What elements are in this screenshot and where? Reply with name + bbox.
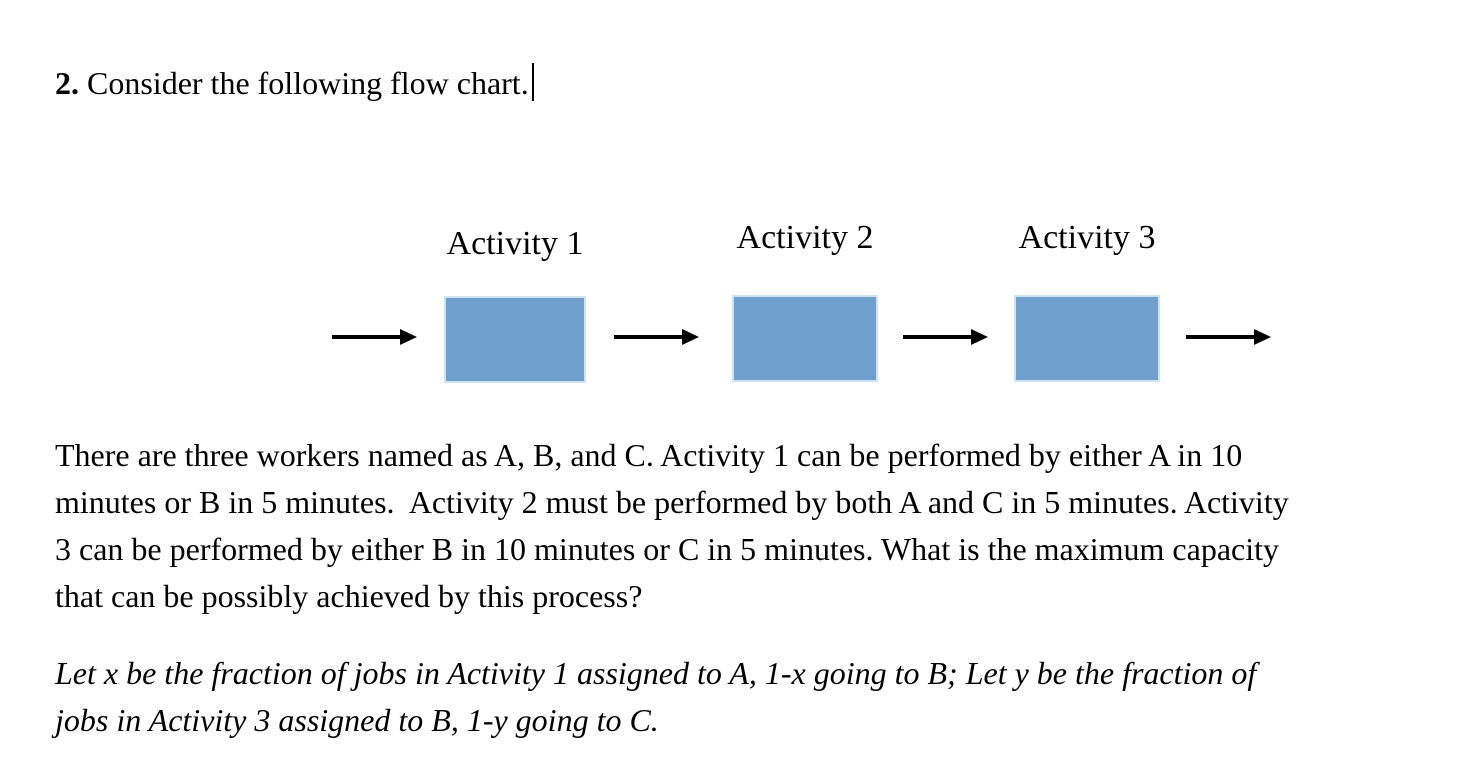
question-heading: 2. Consider the following flow chart. (55, 60, 534, 107)
paragraph-line: There are three workers named as A, B, a… (55, 437, 1243, 473)
activity-1-box (444, 296, 586, 383)
paragraph-line: jobs in Activity 3 assigned to B, 1-y go… (55, 702, 659, 738)
paragraph-line: that can be possibly achieved by this pr… (55, 578, 643, 614)
paragraph-line: Let x be the fraction of jobs in Activit… (55, 655, 1257, 691)
flow-arrow-icon (1186, 324, 1271, 350)
paragraph-line: minutes or B in 5 minutes. Activity 2 mu… (55, 484, 1289, 520)
arrow-shaft (903, 335, 971, 339)
text-cursor-caret (531, 63, 534, 101)
flow-arrow-icon (332, 324, 417, 350)
hint-paragraph: Let x be the fraction of jobs in Activit… (55, 650, 1256, 744)
activity-3-box (1014, 295, 1160, 382)
activity-2-box (732, 295, 878, 382)
paragraph-line: 3 can be performed by either B in 10 min… (55, 531, 1280, 567)
arrow-head (1254, 329, 1271, 345)
question-number: 2. (55, 65, 79, 101)
arrow-head (971, 329, 988, 345)
arrow-shaft (332, 335, 400, 339)
activity-1-label: Activity 1 (446, 225, 584, 262)
arrow-head (682, 329, 699, 345)
arrow-shaft (614, 335, 682, 339)
flow-arrow-icon (903, 324, 988, 350)
question-paragraph: There are three workers named as A, B, a… (55, 432, 1289, 620)
question-heading-text: Consider the following flow chart. (79, 65, 529, 101)
activity-3-label: Activity 3 (1018, 219, 1156, 256)
flow-arrow-icon (614, 324, 699, 350)
arrow-shaft (1186, 335, 1254, 339)
arrow-head (400, 329, 417, 345)
activity-2-label: Activity 2 (736, 219, 874, 256)
